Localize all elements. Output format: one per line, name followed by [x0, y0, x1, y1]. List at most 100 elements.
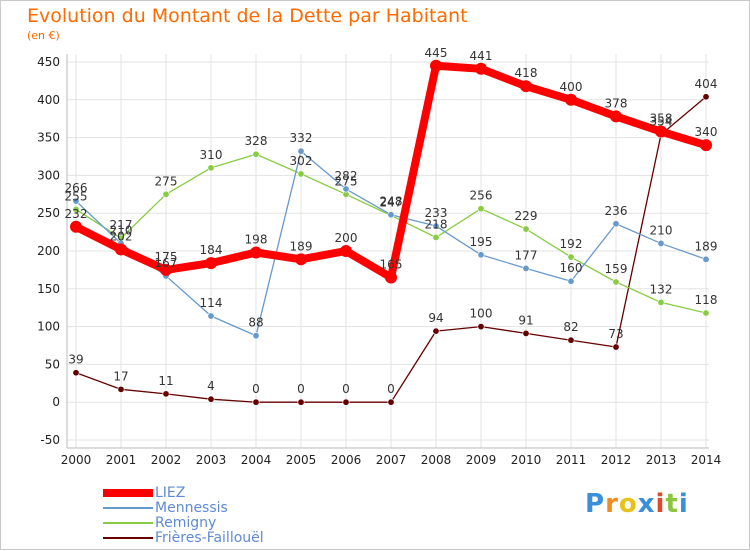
data-point-frieres [477, 323, 485, 331]
data-point-mennessis [522, 264, 530, 272]
data-label-remigny: 302 [290, 154, 313, 168]
data-point-frieres [702, 93, 710, 101]
data-point-liez [385, 271, 397, 284]
legend-label-frieres: Frières-Faillouël [155, 530, 264, 546]
x-tick-label: 2008 [421, 453, 452, 467]
data-label-liez: 198 [245, 233, 268, 247]
chart-title: Evolution du Montant de la Dette par Hab… [27, 5, 468, 27]
y-tick-label: 200 [37, 244, 60, 258]
data-label-mennessis: 114 [200, 296, 223, 310]
data-label-remigny: 310 [200, 148, 223, 162]
data-label-mennessis: 160 [560, 261, 583, 275]
data-label-remigny: 132 [650, 282, 673, 296]
data-label-frieres: 91 [518, 313, 533, 327]
data-label-liez: 340 [695, 125, 718, 139]
data-point-mennessis [432, 222, 440, 230]
data-label-remigny: 118 [695, 293, 718, 307]
data-point-remigny [567, 253, 575, 261]
data-label-liez: 400 [560, 80, 583, 94]
data-point-mennessis [207, 312, 215, 320]
y-tick-label: 50 [45, 357, 60, 371]
data-label-remigny: 275 [335, 174, 358, 188]
data-label-remigny: 192 [560, 237, 583, 251]
data-point-mennessis [477, 251, 485, 259]
data-label-mennessis: 210 [110, 223, 133, 237]
data-point-frieres [117, 385, 125, 393]
data-point-remigny [162, 190, 170, 198]
data-label-frieres: 39 [68, 353, 83, 367]
data-label-liez: 445 [425, 46, 448, 60]
y-tick-label: 150 [37, 282, 60, 296]
data-point-frieres [72, 369, 80, 377]
data-label-liez: 202 [110, 229, 133, 243]
data-label-liez: 175 [155, 250, 178, 264]
data-label-mennessis: 248 [380, 195, 403, 209]
data-point-liez [610, 110, 622, 123]
data-point-mennessis [702, 255, 710, 263]
data-label-mennessis: 210 [650, 223, 673, 237]
x-tick-label: 2014 [691, 453, 722, 467]
data-label-frieres: 82 [563, 320, 578, 334]
legend-label-liez: LIEZ [155, 485, 186, 501]
data-label-remigny: 247 [380, 195, 403, 209]
data-label-liez: 232 [65, 207, 88, 221]
data-label-liez: 441 [470, 49, 493, 63]
data-label-liez: 184 [200, 243, 223, 257]
data-point-mennessis [567, 277, 575, 285]
data-label-liez: 200 [335, 231, 358, 245]
data-point-liez [205, 257, 217, 270]
data-label-liez: 418 [515, 66, 538, 80]
y-tick-label: 0 [52, 395, 60, 409]
legend-label-mennessis: Mennessis [155, 500, 228, 516]
data-label-frieres: 404 [695, 77, 718, 91]
data-point-remigny [432, 233, 440, 241]
data-point-liez [250, 246, 262, 259]
y-tick-label: -50 [40, 433, 60, 447]
data-label-mennessis: 282 [335, 169, 358, 183]
x-tick-label: 2009 [466, 453, 497, 467]
data-point-liez [340, 245, 352, 257]
x-tick-label: 2006 [331, 453, 362, 467]
x-tick-label: 2001 [106, 453, 137, 467]
data-label-mennessis: 233 [425, 206, 448, 220]
data-point-remigny [612, 278, 620, 286]
x-tick-label: 2004 [241, 453, 272, 467]
data-point-liez [430, 59, 442, 72]
data-label-remigny: 217 [110, 218, 133, 232]
chart-unit: (en €) [27, 29, 60, 42]
data-point-mennessis [72, 197, 80, 205]
data-point-remigny [207, 164, 215, 172]
data-point-liez [565, 93, 577, 106]
y-tick-label: 400 [37, 93, 60, 107]
data-point-frieres [162, 390, 170, 398]
data-label-frieres: 73 [608, 327, 623, 341]
data-point-mennessis [342, 185, 350, 193]
data-point-remigny [72, 205, 80, 213]
x-tick-label: 2013 [646, 453, 677, 467]
data-label-frieres: 0 [297, 382, 305, 396]
data-point-frieres [252, 398, 260, 406]
legend-item-frieres: Frières-Faillouël [99, 530, 299, 546]
data-point-frieres [297, 398, 305, 406]
data-point-frieres [522, 329, 530, 337]
data-point-remigny [522, 225, 530, 233]
data-point-mennessis [297, 147, 305, 155]
legend-swatch-liez [103, 489, 153, 497]
legend-item-remigny: Remigny [99, 515, 299, 531]
x-tick-label: 2002 [151, 453, 182, 467]
data-label-liez: 378 [605, 96, 628, 110]
x-tick-label: 2003 [196, 453, 227, 467]
y-tick-label: 350 [37, 131, 60, 145]
y-tick-label: 250 [37, 206, 60, 220]
data-label-mennessis: 88 [248, 316, 263, 330]
data-point-mennessis [387, 211, 395, 219]
data-label-remigny: 255 [65, 189, 88, 203]
x-tick-label: 2005 [286, 453, 317, 467]
data-point-remigny [477, 205, 485, 213]
data-point-frieres [207, 395, 215, 403]
data-point-liez [475, 62, 487, 75]
data-label-frieres: 354 [650, 115, 673, 129]
data-point-liez [655, 125, 667, 138]
